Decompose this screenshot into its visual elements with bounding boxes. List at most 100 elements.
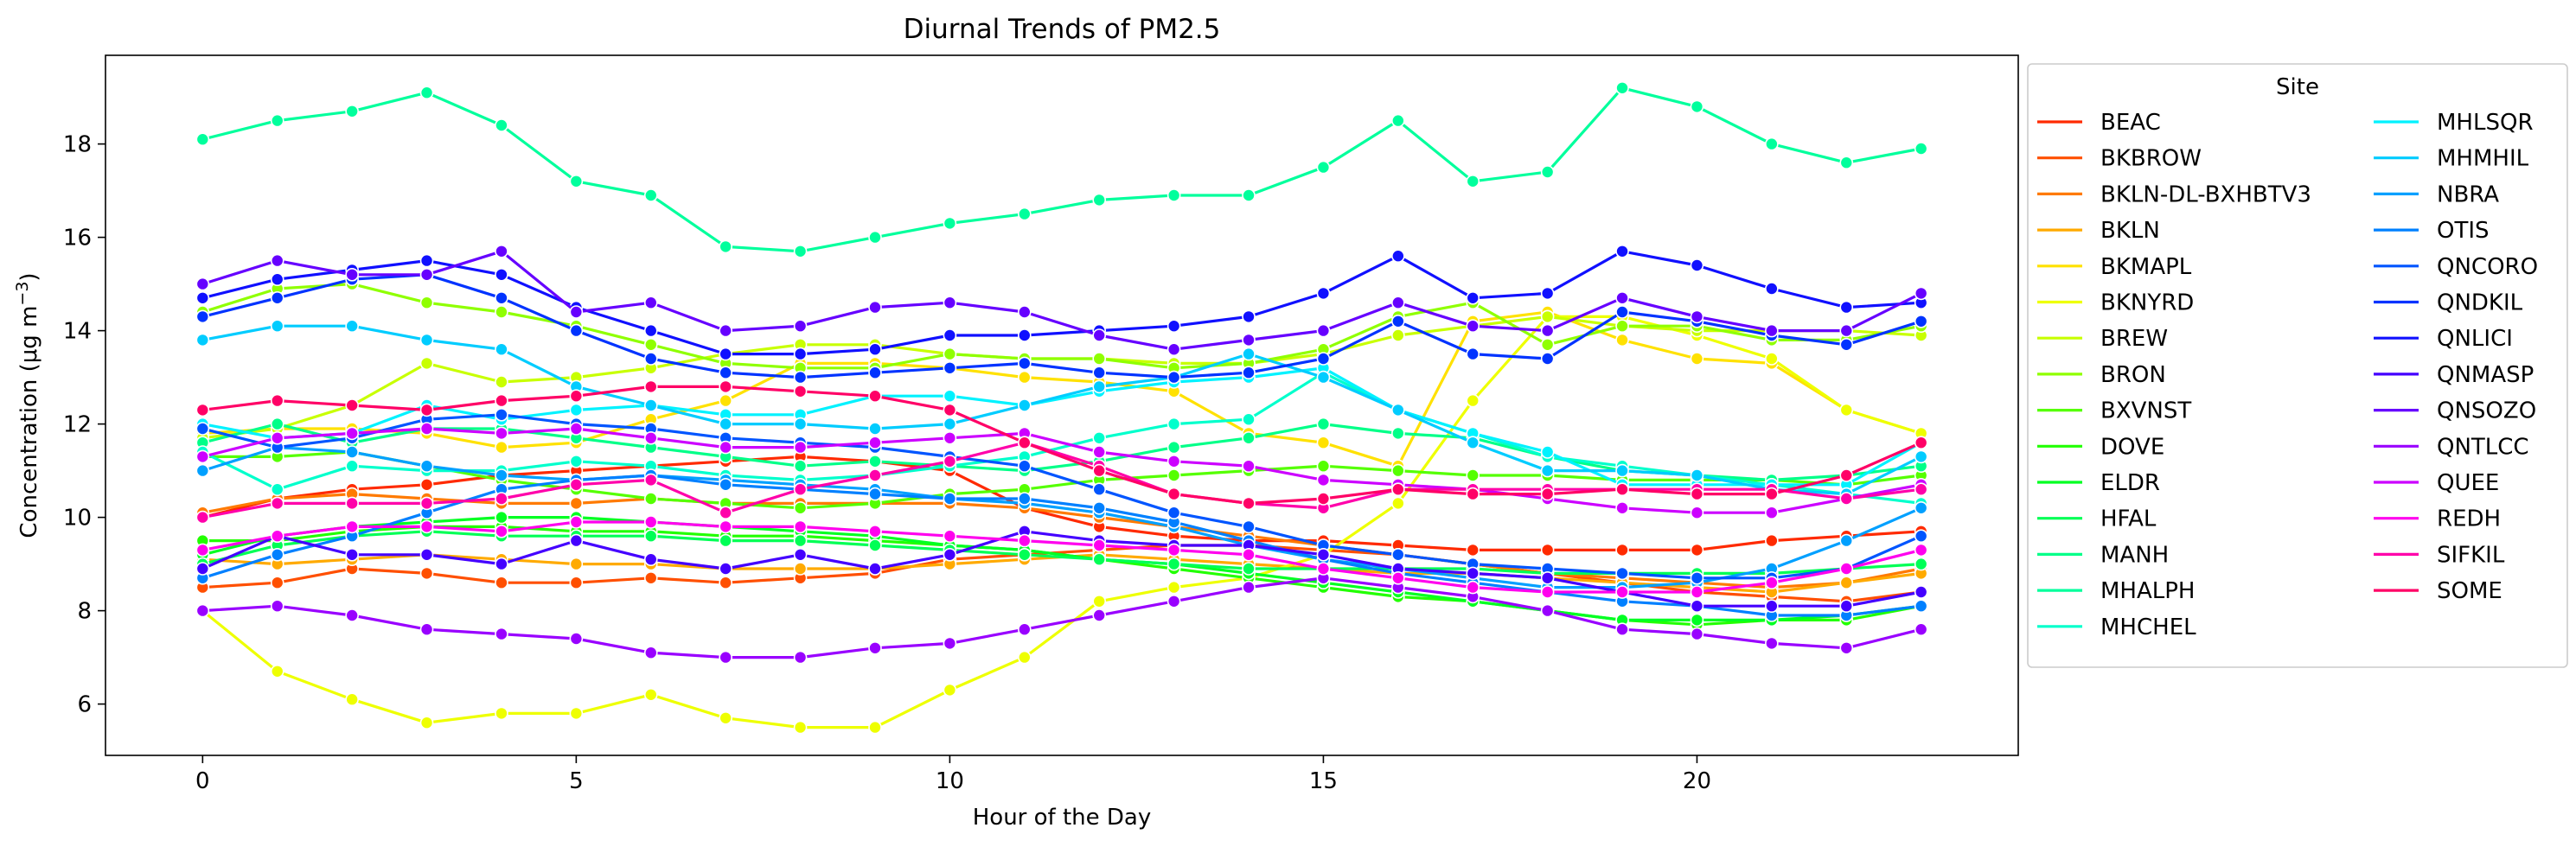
data-point-bxvnst	[643, 492, 658, 506]
data-point-some	[1017, 436, 1032, 450]
data-point-bxvnst	[1466, 468, 1480, 482]
data-point-mhalph	[1466, 175, 1480, 188]
data-point-sifkil	[643, 473, 658, 487]
data-point-some	[719, 379, 732, 394]
data-point-qnlici	[1540, 286, 1555, 301]
legend-label: QUEE	[2437, 470, 2499, 496]
data-point-qnlici	[793, 347, 808, 361]
data-point-qndkil	[1466, 347, 1480, 361]
legend-item-qntlcc: QNTLCC	[2374, 434, 2529, 460]
data-point-quee	[345, 426, 359, 441]
legend-label: BKLN	[2100, 218, 2160, 244]
legend-label: BKLN-DL-BXHBTV3	[2100, 182, 2311, 207]
data-point-qntlcc	[569, 632, 584, 646]
y-tick-label: 18	[63, 132, 92, 158]
y-axis-title: Concentration (μg m−3)	[13, 272, 42, 538]
data-point-otis	[719, 477, 732, 492]
data-point-qnlici	[495, 267, 508, 282]
data-point-mhmhil	[345, 319, 359, 334]
legend-item-qnsozo: QNSOZO	[2374, 398, 2536, 424]
legend-label: QNLICI	[2437, 326, 2513, 352]
data-point-bknyrd	[1765, 352, 1779, 366]
data-point-mhalph	[1242, 188, 1256, 202]
data-point-qnsozo	[270, 253, 284, 268]
data-point-some	[1690, 487, 1704, 501]
data-point-mhmhil	[1092, 379, 1107, 394]
data-point-bknyrd	[719, 710, 732, 725]
data-point-qnsozo	[1466, 319, 1480, 334]
data-point-mhalph	[1391, 113, 1405, 128]
data-point-mhmhil	[719, 417, 732, 431]
data-point-mhalph	[943, 216, 957, 231]
data-point-redh	[1092, 538, 1107, 552]
data-point-mhmhil	[1540, 463, 1555, 478]
data-point-manh	[1167, 440, 1181, 455]
data-point-qnlici	[1017, 328, 1032, 342]
data-point-redh	[1466, 580, 1480, 595]
legend-label: BEAC	[2100, 110, 2161, 136]
data-point-qntlcc	[270, 599, 284, 614]
data-point-quee	[495, 426, 508, 441]
data-point-qnmasp	[1316, 547, 1331, 562]
legend-item-some: SOME	[2374, 578, 2502, 604]
data-point-mhchel	[1167, 417, 1181, 431]
series-line-nbra	[201, 445, 1922, 589]
data-point-qnsozo	[495, 244, 508, 258]
data-point-bkbrow	[569, 576, 584, 590]
data-point-hfal	[719, 533, 732, 548]
data-point-quee	[1092, 445, 1107, 459]
data-point-redh	[1839, 562, 1854, 576]
data-point-sifkil	[495, 492, 508, 506]
data-point-mhalph	[1167, 188, 1181, 202]
data-point-qndkil	[1092, 366, 1107, 380]
chart-title: Diurnal Trends of PM2.5	[904, 14, 1221, 45]
data-point-bkmapl	[1316, 436, 1331, 450]
data-point-some	[1167, 487, 1181, 501]
data-point-qnmasp	[943, 547, 957, 562]
data-point-qnlici	[195, 290, 210, 305]
data-point-qncoro	[495, 407, 508, 422]
data-point-bkln	[793, 562, 808, 576]
data-point-sifkil	[345, 496, 359, 511]
legend-label: BKMAPL	[2100, 254, 2192, 280]
data-point-bxvnst	[793, 500, 808, 515]
data-point-redh	[495, 524, 508, 538]
y-axis: 6 8 10 12 14 16 18	[63, 132, 105, 718]
data-point-qnmasp	[1690, 599, 1704, 614]
data-point-qnlici	[1316, 286, 1331, 301]
legend-label: REDH	[2437, 506, 2501, 532]
legend-item-bkbrow: BKBROW	[2037, 146, 2202, 172]
data-point-qnsozo	[868, 300, 882, 315]
data-point-qndkil	[1839, 337, 1854, 352]
legend-item-sifkil: SIFKIL	[2374, 542, 2505, 568]
data-point-bron	[643, 337, 658, 352]
data-point-qntlcc	[719, 650, 732, 665]
data-point-qncoro	[1615, 566, 1629, 581]
data-point-sifkil	[868, 468, 882, 482]
data-point-qndkil	[1167, 370, 1181, 385]
data-point-qntlcc	[495, 627, 508, 641]
data-point-mhalph	[495, 118, 508, 132]
data-point-bron	[1092, 352, 1107, 366]
data-point-some	[868, 389, 882, 404]
legend-label: MANH	[2100, 542, 2169, 568]
data-point-brew	[419, 356, 434, 371]
data-point-bkln-dl-bxhbtv3	[569, 496, 584, 511]
data-point-sifkil	[793, 482, 808, 497]
data-point-quee	[1615, 500, 1629, 515]
data-point-qnmasp	[793, 547, 808, 562]
data-point-bron	[495, 305, 508, 319]
data-point-qntlcc	[345, 608, 359, 622]
data-point-mhalph	[1690, 99, 1704, 114]
data-point-qndkil	[270, 290, 284, 305]
data-point-sifkil	[419, 496, 434, 511]
data-point-qntlcc	[1167, 594, 1181, 608]
data-point-bknyrd	[569, 706, 584, 721]
data-point-some	[643, 379, 658, 394]
data-point-hfal	[868, 538, 882, 552]
data-point-sifkil	[270, 496, 284, 511]
data-point-redh	[1167, 543, 1181, 557]
data-point-redh	[419, 519, 434, 534]
y-tick-label: 14	[63, 319, 92, 345]
series-line-bkln-dl-bxhbtv3	[202, 492, 1921, 589]
